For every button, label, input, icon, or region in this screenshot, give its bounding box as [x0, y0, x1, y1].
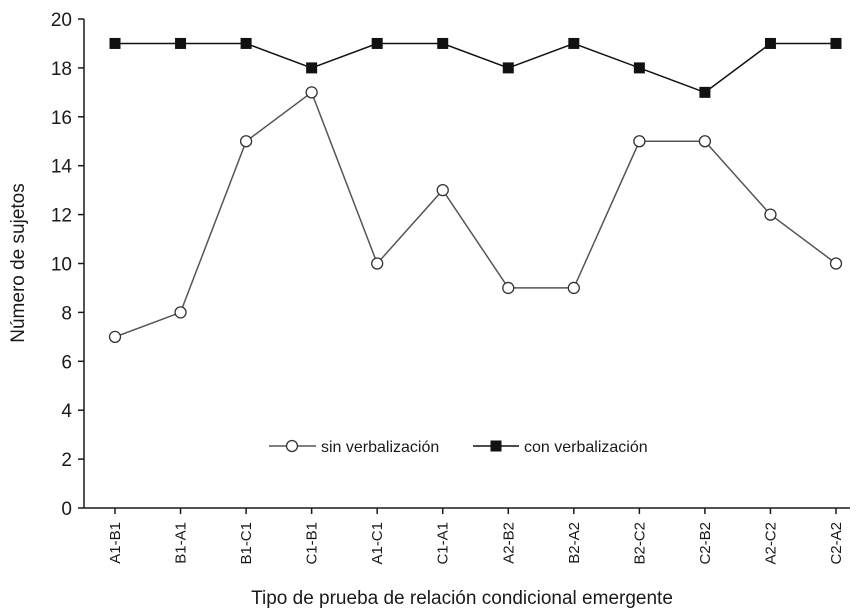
data-point-circle — [502, 281, 515, 295]
data-point-square — [437, 37, 449, 49]
x-tick-label: C1-B1 — [304, 522, 321, 565]
legend-label-con-verbalizacion: con verbalización — [524, 439, 648, 456]
y-tick-label: 8 — [61, 303, 72, 324]
legend-marker-con-verbalizacion — [490, 440, 502, 452]
x-tick-label: A1-C1 — [369, 522, 386, 565]
x-axis-ticks: A1-B1 B1-A1 B1-C1 C1-B1 A1-C1 C1-A1 A2-B2 B2-A2… — [107, 508, 845, 565]
data-point-circle — [371, 257, 384, 270]
data-point-circle — [698, 135, 712, 148]
x-tick-label: A1-B1 — [107, 522, 124, 564]
x-tick-label: B2-A2 — [566, 522, 583, 564]
y-tick-label: 10 — [51, 255, 72, 276]
x-tick-label: C1-A1 — [435, 522, 452, 565]
y-tick-label: 12 — [51, 206, 72, 227]
data-point-square — [306, 62, 318, 74]
y-tick-label: 20 — [51, 10, 72, 31]
data-point-circle — [305, 86, 318, 99]
x-tick-label: C2-B2 — [697, 522, 714, 565]
y-tick-label: 18 — [51, 59, 72, 80]
series-2 — [109, 37, 842, 98]
data-point-circle — [239, 135, 253, 148]
data-point-square — [240, 37, 252, 49]
data-point-circle — [436, 183, 449, 197]
data-point-square — [699, 86, 711, 98]
y-tick-label: 6 — [61, 352, 72, 373]
data-point-circle — [174, 306, 187, 319]
data-point-square — [764, 37, 776, 49]
y-tick-label: 4 — [61, 401, 72, 422]
x-axis-label: Tipo de prueba de relación condicional e… — [251, 588, 673, 609]
y-axis-label: Número de sujetos — [8, 183, 29, 342]
data-point-square — [830, 37, 842, 49]
data-point-circle — [633, 135, 646, 148]
data-point-circle — [567, 281, 580, 295]
series-1 — [108, 86, 843, 344]
y-axis-ticks: 0 2 4 6 8 10 12 14 16 18 20 — [51, 10, 84, 520]
legend-marker-sin-verbalizacion — [285, 439, 299, 453]
data-point-square — [502, 62, 514, 74]
x-tick-label: B2-C2 — [631, 522, 648, 565]
data-point-circle — [829, 257, 843, 270]
y-tick-label: 16 — [51, 108, 72, 129]
data-point-square — [568, 37, 580, 49]
data-point-square — [371, 37, 383, 49]
data-point-square — [109, 37, 121, 49]
legend-label-sin-verbalizacion: sin verbalización — [321, 439, 439, 456]
x-tick-label: B1-A1 — [173, 522, 190, 564]
y-tick-label: 0 — [61, 499, 72, 520]
x-tick-label: A2-C2 — [762, 522, 779, 565]
x-tick-label: C2-A2 — [828, 522, 845, 565]
data-point-square — [633, 62, 645, 74]
legend: sin verbalización con verbalización — [269, 439, 648, 456]
data-point-square — [175, 37, 187, 49]
y-tick-label: 2 — [61, 450, 72, 471]
x-tick-label: B1-C1 — [238, 522, 255, 565]
data-point-circle — [108, 330, 122, 344]
series-line — [115, 42, 836, 94]
series-line — [114, 91, 837, 338]
data-point-circle — [764, 208, 777, 221]
x-tick-label: A2-B2 — [500, 522, 517, 564]
series-layer — [108, 37, 843, 344]
y-tick-label: 14 — [51, 157, 73, 178]
